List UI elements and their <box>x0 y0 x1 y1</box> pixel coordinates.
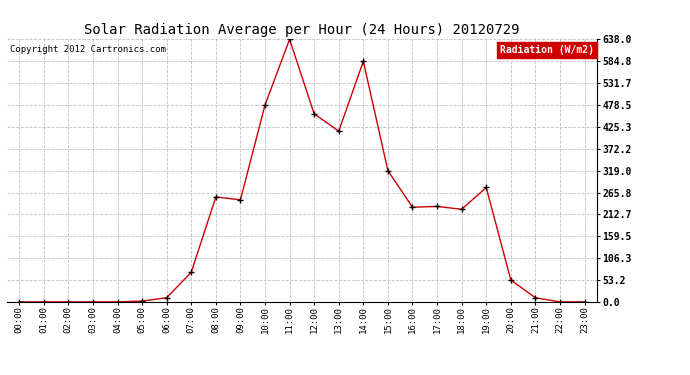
Text: Radiation (W/m2): Radiation (W/m2) <box>500 45 594 55</box>
Text: Copyright 2012 Cartronics.com: Copyright 2012 Cartronics.com <box>10 45 166 54</box>
Title: Solar Radiation Average per Hour (24 Hours) 20120729: Solar Radiation Average per Hour (24 Hou… <box>84 23 520 37</box>
